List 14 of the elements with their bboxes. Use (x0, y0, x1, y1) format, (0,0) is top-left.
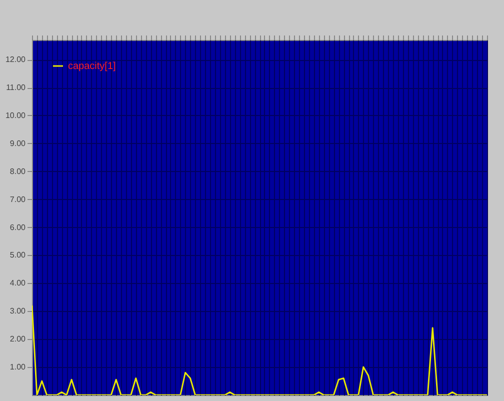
y-tick-label: 6.00 (10, 222, 26, 232)
y-tick-label: 2.00 (10, 334, 26, 344)
y-tick-label: 10.00 (5, 110, 26, 120)
y-tick-label: 3.00 (10, 306, 26, 316)
line-series (32, 304, 487, 395)
y-tick-label: 11.00 (6, 83, 26, 92)
legend-label: capacity[1] (68, 61, 116, 72)
y-tick-label: 7.00 (10, 194, 26, 204)
y-tick-label: 12.00 (5, 55, 26, 64)
y-tick-label: 1.00 (10, 362, 26, 372)
y-tick-label: 8.00 (10, 166, 26, 176)
y-tick-label: 9.00 (10, 138, 26, 148)
y-tick-label: 5.00 (10, 250, 26, 260)
y-tick-label: 4.00 (10, 278, 26, 288)
